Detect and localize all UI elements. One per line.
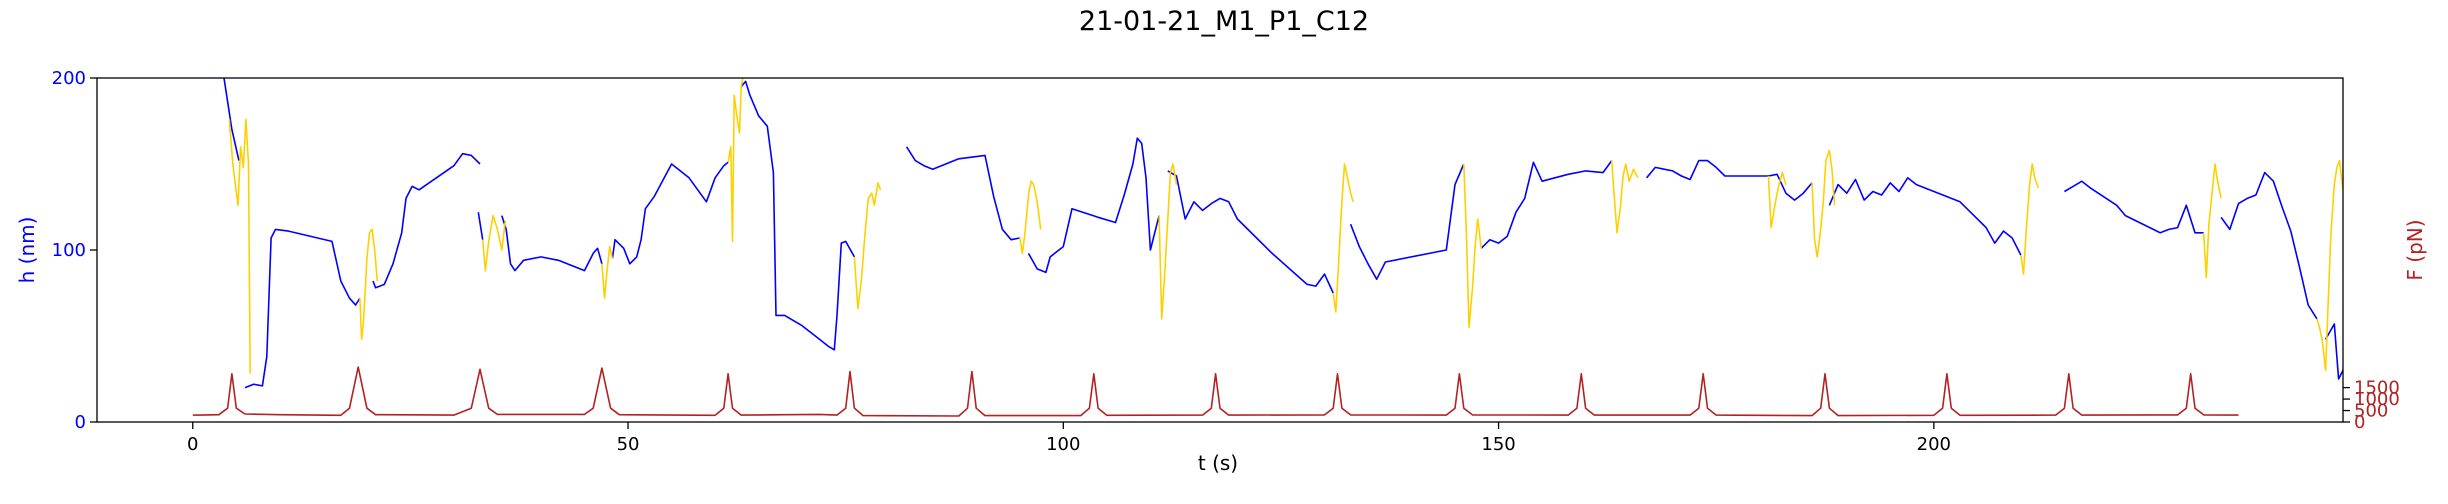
series-0-segment-3 bbox=[477, 212, 484, 240]
series-1-segment-6 bbox=[1019, 180, 1042, 255]
series-1-segment-5 bbox=[853, 182, 882, 310]
series-1-segment-15 bbox=[2316, 159, 2343, 372]
series-1-segment-2 bbox=[481, 214, 507, 272]
series-0-segment-1 bbox=[244, 228, 361, 389]
series-0-segment-4 bbox=[501, 215, 603, 272]
series-1-segment-11 bbox=[1767, 171, 1787, 229]
series-0-segment-16 bbox=[2324, 323, 2343, 380]
plot-frame bbox=[96, 77, 2344, 423]
series-0-segment-12 bbox=[1645, 159, 1813, 201]
x-tick-label: 200 bbox=[1917, 434, 1951, 455]
series-1-segment-14 bbox=[2202, 163, 2222, 279]
series-0-segment-13 bbox=[1828, 177, 2022, 256]
series-0-segment-2 bbox=[372, 152, 481, 289]
series-0-segment-5 bbox=[611, 161, 729, 265]
chart-title: 21-01-21_M1_P1_C12 bbox=[1079, 6, 1369, 37]
series-0-segment-14 bbox=[2063, 180, 2204, 234]
x-tick-label: 150 bbox=[1481, 434, 1515, 455]
series-1-segment-3 bbox=[601, 245, 614, 299]
plot-lines bbox=[192, 78, 2343, 417]
series-1-segment-1 bbox=[359, 228, 379, 341]
series-1-segment-7 bbox=[1158, 163, 1178, 320]
y-axis-left-label: h (nm) bbox=[15, 217, 39, 284]
y-axis-right-label: F (pN) bbox=[2403, 219, 2427, 280]
series-1-segment-0 bbox=[228, 118, 251, 374]
x-tick-label: 0 bbox=[187, 434, 198, 455]
series-0-segment-15 bbox=[2220, 171, 2318, 320]
x-tick-label: 50 bbox=[617, 434, 640, 455]
series-1-segment-10 bbox=[1610, 160, 1639, 234]
y-right-tick-label: 500 bbox=[2354, 401, 2388, 422]
series-0-segment-7 bbox=[905, 146, 1020, 241]
series-0-segment-6 bbox=[740, 80, 856, 351]
series-1-segment-12 bbox=[1811, 149, 1836, 258]
series-0-segment-10 bbox=[1349, 163, 1465, 280]
y-right-tick-label: 0 bbox=[2354, 412, 2365, 433]
y-right-tick-label: 1500 bbox=[2354, 378, 2400, 399]
series-3-segment-0 bbox=[192, 366, 2239, 417]
series-1-segment-4 bbox=[727, 78, 744, 243]
series-0-segment-8 bbox=[1027, 137, 1160, 274]
y-left-tick-label: 100 bbox=[52, 240, 86, 261]
series-1-segment-13 bbox=[2020, 163, 2040, 275]
series-0-segment-0 bbox=[223, 78, 240, 161]
series-1-segment-9 bbox=[1463, 163, 1482, 329]
y-right-tick-label: 1000 bbox=[2354, 389, 2400, 410]
series-0-segment-9 bbox=[1167, 170, 1334, 294]
series-0-segment-11 bbox=[1480, 160, 1613, 249]
y-left-tick-label: 0 bbox=[75, 412, 86, 433]
x-tick-label: 100 bbox=[1046, 434, 1080, 455]
x-axis-label: t (s) bbox=[1198, 451, 1238, 475]
series-1-segment-8 bbox=[1332, 163, 1354, 313]
y-left-tick-label: 200 bbox=[52, 68, 86, 89]
